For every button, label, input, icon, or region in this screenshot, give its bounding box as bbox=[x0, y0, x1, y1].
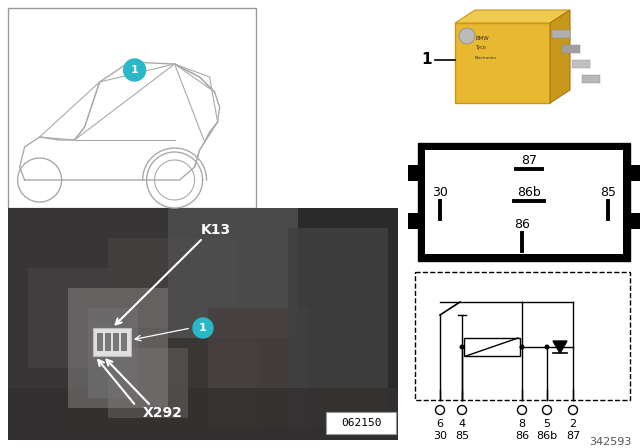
Bar bbox=[88, 308, 138, 398]
Text: Tyco: Tyco bbox=[475, 46, 486, 51]
Text: 1: 1 bbox=[131, 65, 138, 75]
Circle shape bbox=[193, 318, 213, 338]
Bar bbox=[415, 272, 630, 400]
Text: 86: 86 bbox=[514, 219, 530, 232]
Bar bbox=[8, 208, 398, 440]
Text: 86b: 86b bbox=[536, 431, 557, 441]
Text: 30: 30 bbox=[433, 431, 447, 441]
Bar bbox=[455, 23, 550, 103]
Bar bbox=[8, 208, 168, 388]
Bar bbox=[58, 328, 258, 438]
Circle shape bbox=[435, 405, 445, 414]
Bar bbox=[68, 288, 168, 408]
Text: K13: K13 bbox=[201, 223, 231, 237]
Text: 85: 85 bbox=[455, 431, 469, 441]
Bar bbox=[326, 412, 396, 434]
Bar bbox=[168, 208, 298, 338]
Bar bbox=[97, 333, 103, 351]
Circle shape bbox=[124, 59, 146, 81]
Text: Electronics: Electronics bbox=[475, 56, 497, 60]
Text: 30: 30 bbox=[432, 186, 448, 199]
Bar bbox=[582, 75, 600, 83]
Circle shape bbox=[458, 405, 467, 414]
Bar bbox=[628, 213, 640, 229]
Circle shape bbox=[459, 28, 475, 44]
Text: BMW: BMW bbox=[475, 35, 489, 40]
Bar bbox=[425, 150, 623, 254]
Text: 87: 87 bbox=[566, 431, 580, 441]
Circle shape bbox=[543, 405, 552, 414]
Text: 062150: 062150 bbox=[340, 418, 381, 428]
Bar bbox=[208, 308, 308, 428]
Circle shape bbox=[518, 405, 527, 414]
Bar bbox=[28, 268, 118, 368]
Bar bbox=[8, 8, 256, 208]
Text: 2: 2 bbox=[570, 419, 577, 429]
Text: 8: 8 bbox=[518, 419, 525, 429]
Bar bbox=[121, 333, 127, 351]
Bar bbox=[464, 338, 520, 356]
Circle shape bbox=[460, 345, 465, 349]
Bar bbox=[113, 333, 119, 351]
Bar bbox=[108, 348, 188, 418]
Text: 86b: 86b bbox=[517, 186, 541, 199]
Bar bbox=[105, 333, 111, 351]
Bar bbox=[408, 213, 420, 229]
Polygon shape bbox=[553, 341, 567, 353]
Bar bbox=[93, 328, 131, 356]
Bar bbox=[418, 143, 630, 261]
Bar bbox=[562, 45, 580, 53]
Text: 1: 1 bbox=[199, 323, 207, 333]
Text: 5: 5 bbox=[543, 419, 550, 429]
Text: 87: 87 bbox=[521, 155, 537, 168]
Bar bbox=[408, 165, 420, 181]
Polygon shape bbox=[455, 10, 570, 23]
Circle shape bbox=[545, 345, 550, 349]
Circle shape bbox=[520, 345, 525, 349]
Bar bbox=[572, 60, 590, 68]
Bar bbox=[628, 165, 640, 181]
Text: 4: 4 bbox=[458, 419, 465, 429]
Polygon shape bbox=[550, 10, 570, 103]
Text: 342593: 342593 bbox=[589, 437, 632, 447]
Text: 1: 1 bbox=[422, 52, 432, 68]
Text: 6: 6 bbox=[436, 419, 444, 429]
Text: 85: 85 bbox=[600, 186, 616, 199]
Circle shape bbox=[568, 405, 577, 414]
Bar bbox=[8, 388, 398, 440]
Bar bbox=[552, 30, 570, 38]
Bar bbox=[288, 228, 388, 428]
Text: X292: X292 bbox=[143, 406, 183, 420]
Bar bbox=[108, 238, 238, 408]
Text: 86: 86 bbox=[515, 431, 529, 441]
